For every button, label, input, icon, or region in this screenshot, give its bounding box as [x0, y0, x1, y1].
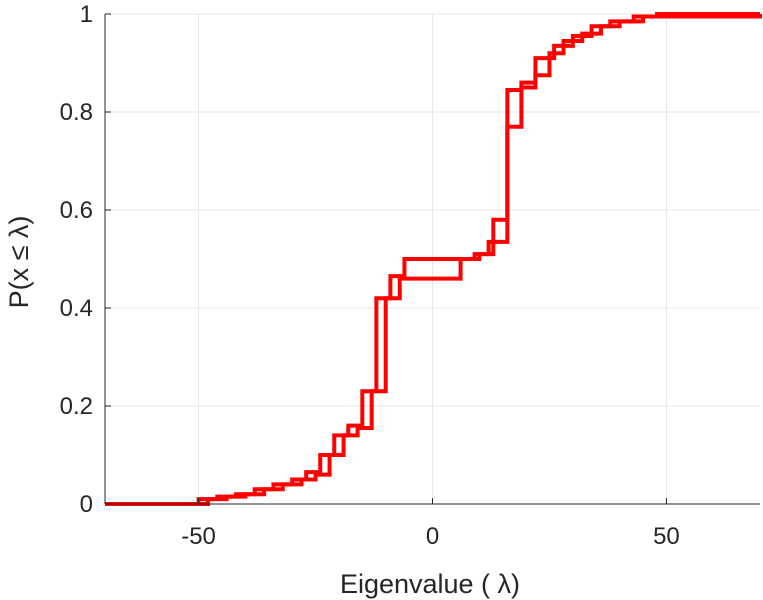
y-tick-label: 0.6 [60, 197, 93, 224]
y-tick-label: 1 [80, 1, 93, 28]
y-axis-label: P(x ≤ λ) [4, 216, 34, 309]
y-tick-label: 0.4 [60, 295, 93, 322]
x-tick-label: 0 [426, 523, 439, 550]
ticks: -50 0 50 0 0.2 0.4 0.6 0.8 1 [60, 1, 680, 550]
x-axis-label: Eigenvalue ( λ) [340, 569, 520, 599]
y-tick-label: 0.8 [60, 99, 93, 126]
y-tick-label: 0 [80, 491, 93, 518]
y-tick-label: 0.2 [60, 393, 93, 420]
data-series [105, 12, 762, 506]
x-tick-label: 50 [653, 523, 680, 550]
cdf-series-2 [105, 12, 760, 506]
x-tick-label: -50 [181, 523, 216, 550]
